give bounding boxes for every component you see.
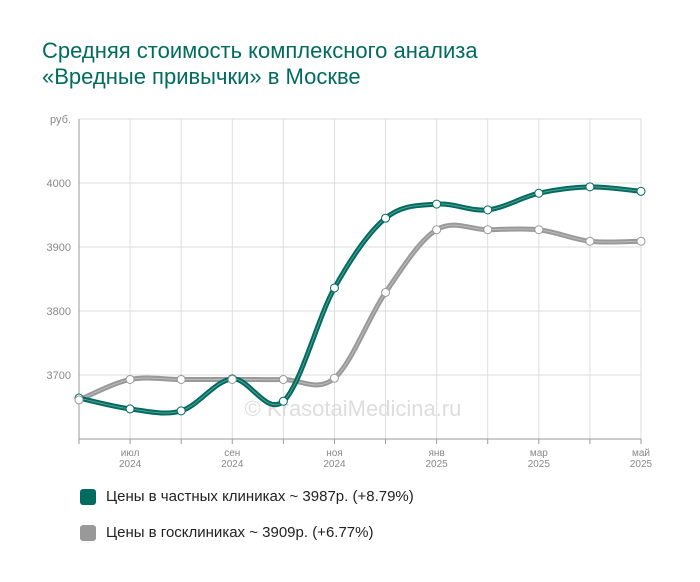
point: [227, 374, 237, 384]
point: [534, 188, 544, 198]
point: [534, 225, 544, 235]
point: [125, 404, 135, 414]
y-tick-label: 4000: [47, 178, 71, 190]
point: [585, 236, 595, 246]
legend-item: Цены в госклиниках ~ 3909р. (+6.77%): [80, 524, 373, 541]
point: [278, 374, 288, 384]
y-tick-label: 3700: [47, 370, 71, 382]
point: [636, 236, 646, 246]
point: [74, 395, 84, 405]
legend-item: Цены в частных клиниках ~ 3987р. (+8.79%…: [80, 488, 414, 505]
point: [585, 182, 595, 192]
point: [329, 283, 339, 293]
point: [176, 406, 186, 416]
legend-label: Цены в госклиниках ~ 3909р. (+6.77%): [106, 524, 374, 541]
point: [636, 186, 646, 196]
legend-label: Цены в частных клиниках ~ 3987р. (+8.79%…: [106, 488, 414, 505]
point: [125, 374, 135, 384]
y-tick-label: руб.: [50, 114, 71, 126]
point: [483, 225, 493, 235]
legend-swatch: [80, 524, 96, 541]
y-tick-label: 3900: [47, 242, 71, 254]
y-tick-label: 3800: [47, 306, 71, 318]
legend-swatch: [80, 488, 96, 505]
x-tick-label: май 2025: [629, 448, 653, 470]
x-tick-label: мар 2025: [527, 448, 550, 470]
point: [176, 374, 186, 384]
watermark: © KrasotaiMedicina.ru: [245, 396, 462, 421]
point: [432, 225, 442, 235]
x-tick-label: сен 2024: [221, 448, 244, 470]
point: [278, 396, 288, 406]
x-tick-label: ноя 2024: [323, 448, 346, 470]
chart-title: Средняя стоимость комплексного анализа «…: [42, 38, 478, 89]
point: [381, 287, 391, 297]
point: [483, 205, 493, 215]
x-tick-label: июл 2024: [118, 448, 142, 470]
x-tick-label: янв 2025: [425, 448, 448, 470]
point: [432, 199, 442, 209]
point: [381, 213, 391, 223]
point: [329, 373, 339, 383]
